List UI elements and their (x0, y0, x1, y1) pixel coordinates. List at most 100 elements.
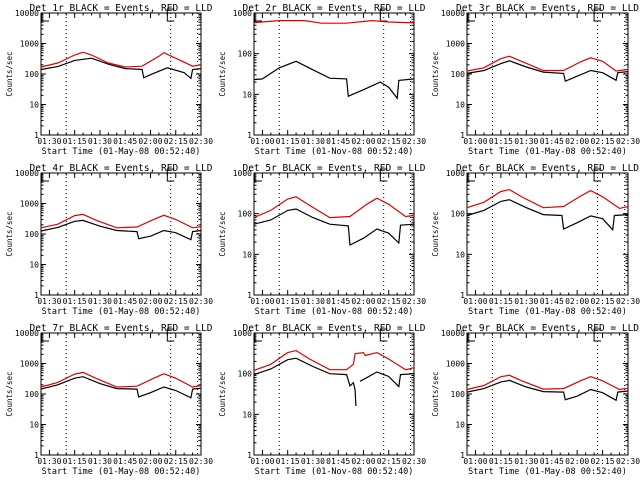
x-tick-label: 01:15 (489, 137, 513, 146)
x-tick-label: 02:15 (377, 137, 401, 146)
chart-title: Det 4r BLACK = Events, RED = LLD (29, 163, 212, 174)
interval-bracket-start (41, 333, 49, 342)
series-line-events (466, 60, 629, 83)
x-tick-label: 01:45 (326, 297, 350, 306)
series-line-events (40, 57, 202, 80)
series-line-events (253, 208, 415, 246)
chart-title: Det 6r BLACK = Events, RED = LLD (456, 163, 639, 174)
plot-frame (40, 12, 202, 136)
x-tick-label: 01:15 (489, 297, 513, 306)
x-tick-label: 02:15 (377, 297, 401, 306)
y-tick-label: 1000 (233, 9, 252, 18)
interval-bracket-end (166, 168, 175, 182)
y-tick-label: 1 (460, 291, 465, 300)
y-axis-label: Counts/sec (5, 371, 14, 416)
x-axis-label: Start Time (01-May-08 00:52:40) (42, 307, 201, 317)
x-tick-label: 01:30 (88, 457, 112, 466)
chart-panel-3: Det 3r BLACK = Events, RED = LLD 1 10 100 10… (431, 3, 640, 157)
y-tick-label: 10000 (15, 169, 39, 178)
chart-title: Det 5r BLACK = Events, RED = LLD (242, 163, 425, 174)
y-tick-label: 10000 (441, 9, 465, 18)
x-tick-label: 02:15 (164, 137, 188, 146)
y-tick-label: 1 (247, 131, 252, 140)
y-tick-label: 10 (29, 261, 39, 270)
series-line-lld (40, 213, 202, 229)
interval-bracket-end (379, 328, 388, 342)
x-tick-label: 02:30 (189, 137, 213, 146)
y-axis-label: Counts/sec (5, 211, 14, 256)
y-tick-label: 1 (247, 291, 252, 300)
chart-title: Det 8r BLACK = Events, RED = LLD (242, 323, 425, 334)
x-tick-label: 01:00 (250, 457, 274, 466)
series-line-events (40, 376, 202, 399)
chart-title: Det 7r BLACK = Events, RED = LLD (29, 323, 212, 334)
chart-panel-2: Det 2r BLACK = Events, RED = LLD 1 10 100 10… (218, 3, 426, 157)
plot-frame (40, 332, 202, 456)
x-tick-label: 01:45 (326, 457, 350, 466)
x-tick-label: 01:00 (463, 297, 487, 306)
y-tick-label: 1 (34, 451, 39, 460)
x-tick-label: 02:00 (138, 137, 162, 146)
x-tick-label: 02:00 (565, 297, 589, 306)
x-tick-label: 02:15 (591, 137, 615, 146)
chart-title: Det 9r BLACK = Events, RED = LLD (456, 323, 639, 334)
x-tick-label: 02:30 (616, 137, 640, 146)
interval-bracket-start (467, 13, 475, 22)
y-tick-label: 1000 (446, 360, 465, 369)
x-axis-label: Start Time (01-May-08 00:52:40) (468, 467, 627, 477)
y-tick-label: 100 (25, 70, 40, 79)
chart-panel-4: Det 4r BLACK = Events, RED = LLD 1 10 100 10… (5, 163, 213, 317)
y-tick-label: 100 (238, 210, 253, 219)
x-tick-label: 01:45 (540, 457, 564, 466)
y-tick-label: 10 (455, 250, 465, 259)
x-tick-label: 02:30 (189, 297, 213, 306)
y-tick-label: 1000 (446, 40, 465, 49)
y-axis-label: Counts/sec (218, 211, 227, 256)
y-tick-label: 10000 (15, 329, 39, 338)
y-axis-label: Counts/sec (431, 51, 440, 96)
y-tick-label: 1000 (233, 329, 252, 338)
y-tick-label: 1 (247, 451, 252, 460)
series-line-lld (253, 349, 415, 371)
x-tick-label: 01:30 (514, 297, 538, 306)
interval-bracket-start (41, 173, 49, 182)
y-tick-label: 10 (29, 421, 39, 430)
x-tick-label: 02:00 (138, 297, 162, 306)
y-tick-label: 100 (451, 210, 466, 219)
x-axis-label: Start Time (01-May-08 00:52:40) (468, 147, 627, 157)
x-tick-label: 02:15 (591, 297, 615, 306)
x-tick-label: 02:00 (565, 457, 589, 466)
y-tick-label: 1000 (446, 169, 465, 178)
interval-bracket-start (467, 333, 475, 342)
chart-title: Det 3r BLACK = Events, RED = LLD (456, 3, 639, 14)
x-tick-label: 02:00 (351, 137, 375, 146)
x-tick-label: 01:30 (37, 297, 61, 306)
y-axis-label: Counts/sec (431, 371, 440, 416)
series-line-lld (40, 371, 202, 388)
x-tick-label: 02:30 (402, 297, 426, 306)
x-tick-label: 01:30 (88, 297, 112, 306)
series-line-lld (253, 196, 415, 219)
y-tick-label: 10 (242, 250, 252, 259)
x-tick-label: 01:00 (250, 137, 274, 146)
y-axis-label: Counts/sec (218, 51, 227, 96)
y-tick-label: 10 (455, 101, 465, 110)
x-tick-label: 01:30 (301, 297, 325, 306)
interval-bracket-end (379, 168, 388, 182)
y-tick-label: 1 (460, 451, 465, 460)
y-axis-label: Counts/sec (431, 211, 440, 256)
y-tick-label: 1000 (20, 40, 39, 49)
x-axis-label: Start Time (01-May-08 00:52:40) (468, 307, 627, 317)
x-tick-label: 02:30 (616, 297, 640, 306)
x-tick-label: 02:30 (402, 457, 426, 466)
interval-bracket-end (593, 328, 602, 342)
series-line-events (253, 60, 415, 100)
chart-panel-7: Det 7r BLACK = Events, RED = LLD 1 10 100 10… (5, 323, 213, 477)
y-tick-label: 10000 (15, 9, 39, 18)
plot-frame (40, 172, 202, 296)
x-tick-label: 01:30 (88, 137, 112, 146)
series-line-events (40, 219, 202, 241)
x-tick-label: 01:45 (113, 457, 137, 466)
x-tick-label: 01:00 (463, 137, 487, 146)
x-tick-label: 02:30 (402, 137, 426, 146)
